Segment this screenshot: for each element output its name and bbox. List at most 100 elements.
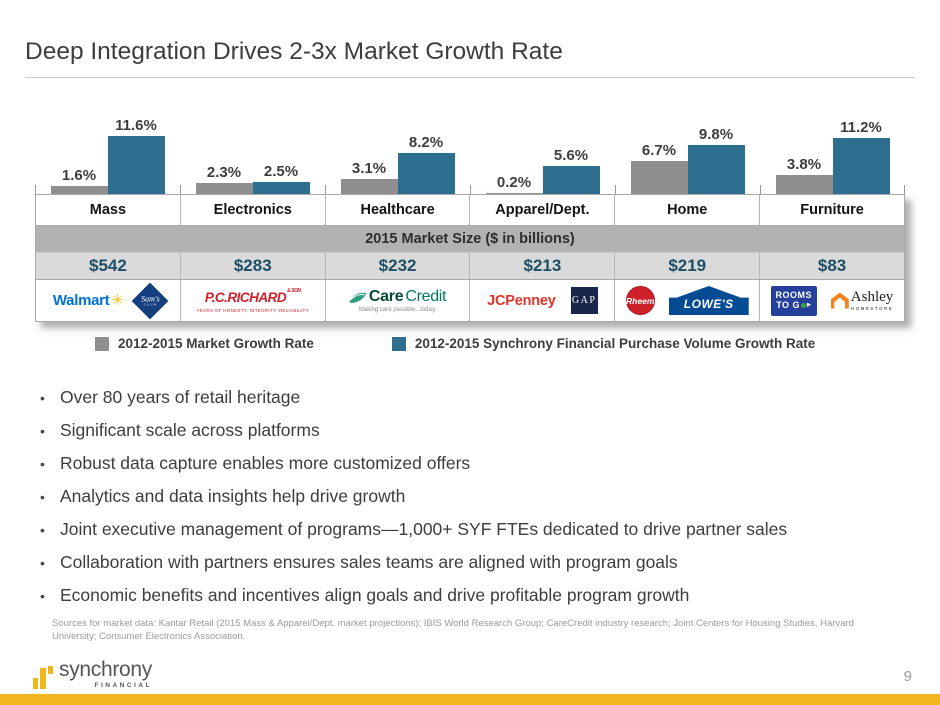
market-size-row: $542 $283 $232 $213 $219 $83	[36, 253, 904, 280]
chart-category-group: 3.8% 11.2%	[760, 106, 905, 194]
market-size-value: $232	[326, 253, 471, 279]
syf-growth-bar-column: 11.6%	[107, 117, 165, 194]
carecredit-logo: Care Credit Making care possible...today.	[349, 288, 447, 313]
rheem-logo: Rheem	[625, 286, 655, 315]
syf-growth-bar-column: 8.2%	[397, 134, 455, 194]
syf-growth-bar	[252, 181, 310, 194]
jcpenney-logo: JCPenney	[487, 292, 556, 309]
logo-cell-healthcare: Care Credit Making care possible...today.	[326, 280, 471, 321]
market-growth-bar-column: 2.3%	[195, 163, 253, 194]
bar-value-label: 1.6%	[61, 167, 97, 184]
synchrony-wordmark: synchrony FINANCIAL	[59, 658, 153, 689]
bar-value-label: 3.1%	[351, 159, 387, 177]
market-growth-bar-column: 0.2%	[485, 174, 543, 194]
walmart-spark-icon: ✳	[111, 292, 124, 309]
chart-category-group: 6.7% 9.8%	[615, 106, 760, 194]
chart-category-group: 3.1% 8.2%	[325, 106, 470, 194]
syf-growth-bar-column: 9.8%	[687, 126, 745, 194]
walmart-logo: Walmart ✳	[52, 292, 124, 309]
sams-club-logo: Sam's CLUB	[131, 282, 169, 319]
bullet-item: Economic benefits and incentives align g…	[38, 585, 940, 606]
bar-value-label: 11.6%	[115, 117, 157, 134]
bar-value-label: 2.5%	[263, 162, 299, 180]
market-table: Mass Electronics Healthcare Apparel/Dept. Ho…	[35, 194, 905, 322]
bullet-item: Joint executive management of programs—1…	[38, 519, 940, 540]
carecredit-leaf-icon	[349, 292, 367, 303]
category-header: Healthcare	[326, 195, 471, 225]
market-growth-bar	[775, 175, 833, 194]
ashley-homestore-logo: Ashley HOMESTORE	[830, 290, 893, 311]
category-header: Apparel/Dept.	[470, 195, 616, 225]
market-growth-bar	[485, 193, 543, 194]
category-header: Mass	[36, 195, 181, 225]
chart-legend: 2012-2015 Market Growth Rate 2012-2015 S…	[95, 336, 940, 351]
syf-growth-bar	[687, 145, 745, 194]
market-growth-bar-column: 3.8%	[775, 156, 833, 194]
bar-value-label: 8.2%	[408, 134, 444, 151]
page-number: 9	[903, 668, 912, 685]
market-growth-bar-column: 3.1%	[340, 159, 398, 194]
bar-value-label: 2.3%	[206, 163, 242, 181]
category-header: Home	[615, 195, 761, 225]
chart-bars: 1.6% 11.6% 2.3% 2.5% 3.1% 8.2% 0.2% 5.6% 6.7% 9.8…	[35, 106, 905, 194]
rtg-green-dot-icon	[801, 302, 807, 308]
bar-value-label: 11.2%	[840, 119, 882, 136]
bullet-item: Analytics and data insights help drive g…	[38, 486, 940, 507]
syf-growth-bar	[397, 153, 455, 194]
logo-cell-apparel: JCPenney GAP	[470, 280, 616, 321]
category-header-row: Mass Electronics Healthcare Apparel/Dept. Ho…	[36, 195, 904, 225]
market-size-value: $542	[36, 253, 181, 279]
bar-value-label: 5.6%	[553, 147, 589, 164]
legend-swatch	[95, 336, 109, 351]
market-growth-chart: 1.6% 11.6% 2.3% 2.5% 3.1% 8.2% 0.2% 5.6% 6.7% 9.8…	[35, 106, 905, 322]
bar-value-label: 0.2%	[496, 174, 532, 191]
bottom-accent-bar	[0, 694, 940, 705]
syf-growth-bar	[542, 166, 600, 194]
logo-cell-mass: Walmart ✳ Sam's CLUB	[36, 280, 181, 321]
market-size-value: $283	[181, 253, 326, 279]
gap-logo: GAP	[570, 287, 598, 314]
logo-cell-home: Rheem LOWE'S	[615, 280, 761, 321]
syf-growth-bar-column: 5.6%	[542, 147, 600, 194]
rooms-to-go-logo: ROOMS TO G ▶	[770, 285, 817, 316]
market-growth-bar-column: 1.6%	[50, 167, 108, 194]
bullet-item: Over 80 years of retail heritage	[38, 387, 940, 408]
title-divider	[25, 77, 915, 78]
legend-swatch	[391, 336, 406, 351]
market-size-band: 2015 Market Size ($ in billions)	[36, 225, 904, 253]
bar-value-label: 3.8%	[786, 156, 822, 173]
pc-richard-logo: P.C.RICHARD& SON YEARS OF HONESTY, INTEG…	[196, 287, 309, 313]
page-title: Deep Integration Drives 2-3x Market Grow…	[25, 38, 563, 65]
retailer-logos-row: Walmart ✳ Sam's CLUB P.C.RICHARD& SON YEA…	[36, 280, 904, 321]
logo-cell-furniture: ROOMS TO G ▶ Ashley HOMESTORE	[760, 280, 904, 321]
bullet-item: Collaboration with partners ensures sale…	[38, 552, 940, 573]
category-header: Electronics	[181, 195, 326, 225]
legend-item-syf-growth: 2012-2015 Synchrony Financial Purchase V…	[391, 336, 815, 351]
market-growth-bar-column: 6.7%	[630, 141, 688, 194]
market-growth-bar	[50, 186, 108, 194]
market-size-value: $219	[615, 253, 761, 279]
bar-value-label: 6.7%	[641, 141, 677, 159]
chart-category-group: 1.6% 11.6%	[35, 106, 180, 194]
syf-growth-bar-column: 2.5%	[252, 162, 310, 194]
market-growth-bar	[340, 178, 398, 194]
rtg-arrow-icon: ▶	[807, 301, 812, 308]
bullet-item: Significant scale across platforms	[38, 420, 940, 441]
chart-category-group: 0.2% 5.6%	[470, 106, 615, 194]
bar-value-label: 9.8%	[698, 126, 734, 143]
syf-growth-bar	[832, 138, 890, 194]
market-growth-bar	[195, 182, 253, 194]
syf-growth-bar-column: 11.2%	[832, 119, 890, 194]
lowes-logo: LOWE'S	[668, 286, 749, 315]
logo-cell-electronics: P.C.RICHARD& SON YEARS OF HONESTY, INTEG…	[181, 280, 326, 321]
syf-growth-bar	[107, 136, 165, 194]
market-growth-bar	[630, 160, 688, 194]
synchrony-bars-icon	[33, 666, 53, 689]
market-size-value: $213	[470, 253, 616, 279]
ashley-house-icon	[830, 292, 849, 309]
chart-category-group: 2.3% 2.5%	[180, 106, 325, 194]
market-size-value: $83	[817, 256, 847, 275]
legend-item-market-growth: 2012-2015 Market Growth Rate	[95, 336, 314, 351]
sources-note: Sources for market data: Kantar Retail (…	[52, 618, 854, 642]
